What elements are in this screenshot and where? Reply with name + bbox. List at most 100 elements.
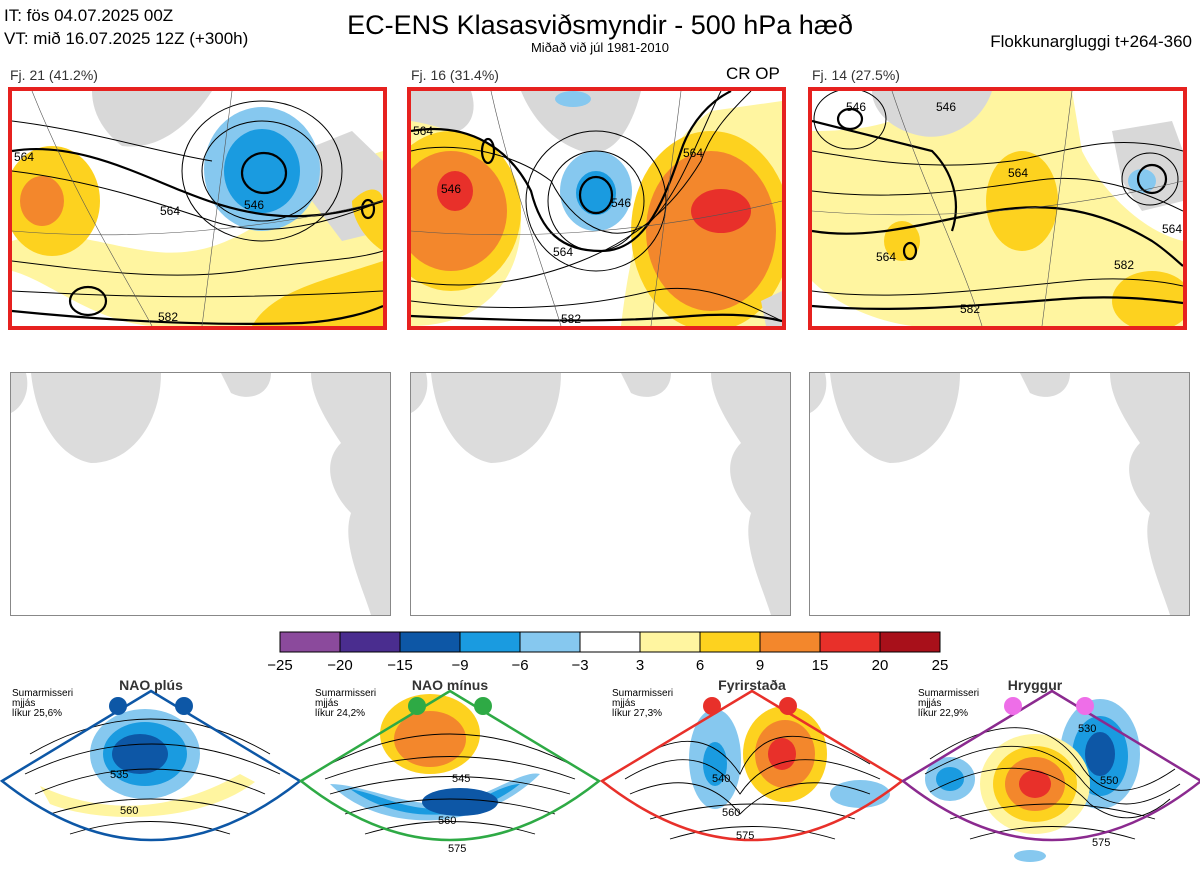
regime-4-contour-b: 550: [1100, 775, 1118, 787]
regime-1-dist: mjjás: [12, 698, 35, 709]
contour: [12, 120, 213, 162]
anomaly-weak-negative: [1128, 169, 1156, 193]
land: [621, 373, 671, 397]
regime-2-dot-left: [408, 697, 426, 715]
contour: [12, 147, 383, 218]
contour: [629, 735, 871, 775]
regime-4-dist: mjjás: [918, 698, 941, 709]
contour-label: 546: [611, 196, 631, 210]
colorbar-tick-label: −15: [387, 657, 412, 674]
contour-label: 546: [936, 100, 956, 114]
contour: [411, 313, 782, 323]
anomaly-extreme-positive: [437, 171, 473, 211]
contour: [629, 782, 871, 815]
regime-3-title: Fyrirstaða: [718, 677, 786, 693]
page-subtitle: Miðað við júl 1981-2010: [530, 40, 670, 55]
cluster-3-label: Fj. 14 (27.5%): [812, 67, 900, 83]
contour: [12, 290, 383, 298]
land: [221, 373, 271, 397]
regime-ridge: Hryggur Sumarmisseri mjjás líkur 22,9% 5…: [900, 677, 1200, 862]
contour-label: 564: [876, 250, 896, 264]
contour: [201, 120, 323, 222]
colorbar-tick-label: 15: [812, 657, 829, 674]
contour: [812, 177, 1183, 212]
contour: [34, 768, 266, 795]
regime-1-contour-a: 535: [110, 769, 128, 781]
anomaly-weak-negative: [555, 91, 591, 107]
regime-3-contour-b: 560: [722, 807, 740, 819]
contour-label: 582: [960, 302, 980, 316]
contour-label: 546: [441, 182, 461, 196]
anomaly-neutral: [812, 281, 912, 326]
regime-3-prob: líkur 27,3%: [612, 708, 662, 719]
anomaly-moderate-positive: [394, 711, 466, 767]
base-map-2: [410, 372, 791, 616]
contour: [24, 743, 281, 775]
land: [31, 373, 161, 463]
colorbar-segment: [279, 631, 341, 653]
contour: [525, 130, 667, 272]
land: [411, 91, 474, 134]
contour-label: 564: [160, 204, 180, 218]
regime-3-dist: mjjás: [612, 698, 635, 709]
regime-1-contour-b: 560: [120, 805, 138, 817]
contour: [329, 776, 571, 795]
regime-4-dot-left: [1004, 697, 1022, 715]
anomaly-strong-positive: [411, 151, 507, 271]
contour: [812, 206, 1183, 267]
colorbar-segment: [639, 631, 701, 653]
colorbar-segment: [519, 631, 581, 653]
contour-label: 564: [1162, 222, 1182, 236]
land: [521, 91, 641, 153]
graticule: [31, 91, 153, 326]
contour: [12, 304, 383, 325]
colorbar-tick-label: −25: [267, 657, 292, 674]
colorbar-tick-label: −3: [571, 657, 588, 674]
contour: [813, 91, 887, 150]
anomaly-negative: [936, 767, 964, 791]
regime-2-contour-b: 560: [438, 815, 456, 827]
anomaly-strong-positive: [1019, 770, 1051, 798]
graticule: [650, 91, 682, 326]
cluster-2-tag: CR OP: [726, 64, 780, 83]
regime-1-prob: líkur 25,6%: [12, 708, 62, 719]
regime-1-season: Sumarmisseri: [12, 688, 73, 699]
regime-2-dist: mjjás: [315, 698, 338, 709]
contour: [181, 100, 343, 242]
land: [711, 373, 790, 615]
colorbar-segment: [879, 631, 941, 653]
regime-2-season: Sumarmisseri: [315, 688, 376, 699]
anomaly-strong-negative: [422, 788, 498, 816]
anomaly-weak-positive: [352, 189, 383, 251]
contour: [924, 745, 1181, 805]
graticule: [1041, 91, 1073, 326]
regime-1-dot-left: [109, 697, 127, 715]
colorbar-tick-label: 3: [636, 657, 644, 674]
anomaly-moderate-positive: [20, 176, 64, 226]
colorbar-segment: [819, 631, 881, 653]
regime-2-outline: [298, 689, 602, 842]
page-title: EC-ENS Klasasviðsmyndir - 500 hPa hæð: [347, 10, 853, 40]
anomaly-moderate-positive: [884, 221, 920, 261]
colorbar-segment: [399, 631, 461, 653]
contour: [411, 91, 752, 286]
contour-label: 564: [413, 124, 433, 138]
colorbar-segment: [459, 631, 521, 653]
contour-label: 582: [561, 312, 581, 326]
cluster-2-map: 564 546 564 546 564 582: [407, 87, 786, 330]
initial-time: IT: fös 04.07.2025 00Z: [4, 6, 174, 25]
cluster-1-map: 564 564 546 582: [8, 87, 387, 330]
anomaly-neutral: [12, 271, 172, 326]
regime-nao-plus: NAO plús Sumarmisseri mjjás líkur 25,6% …: [0, 677, 303, 842]
land: [411, 373, 428, 413]
contour: [1121, 152, 1179, 206]
colorbar-tick-label: 25: [932, 657, 949, 674]
contour: [624, 759, 881, 795]
contour: [29, 718, 271, 755]
graticule: [411, 200, 782, 236]
colorbar-segment: [579, 631, 641, 653]
contour: [411, 91, 732, 253]
regime-3-contour-c: 575: [736, 830, 754, 842]
land: [1020, 373, 1070, 397]
contour-label: 564: [553, 245, 573, 259]
